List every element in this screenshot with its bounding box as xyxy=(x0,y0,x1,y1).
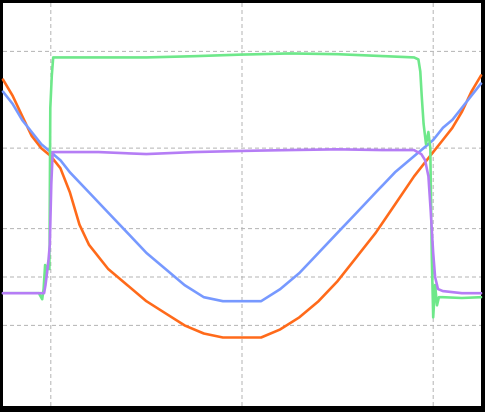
plot-area xyxy=(3,3,481,406)
series-line-1 xyxy=(1,74,483,339)
series-line-4 xyxy=(1,148,483,295)
traces xyxy=(1,52,483,339)
